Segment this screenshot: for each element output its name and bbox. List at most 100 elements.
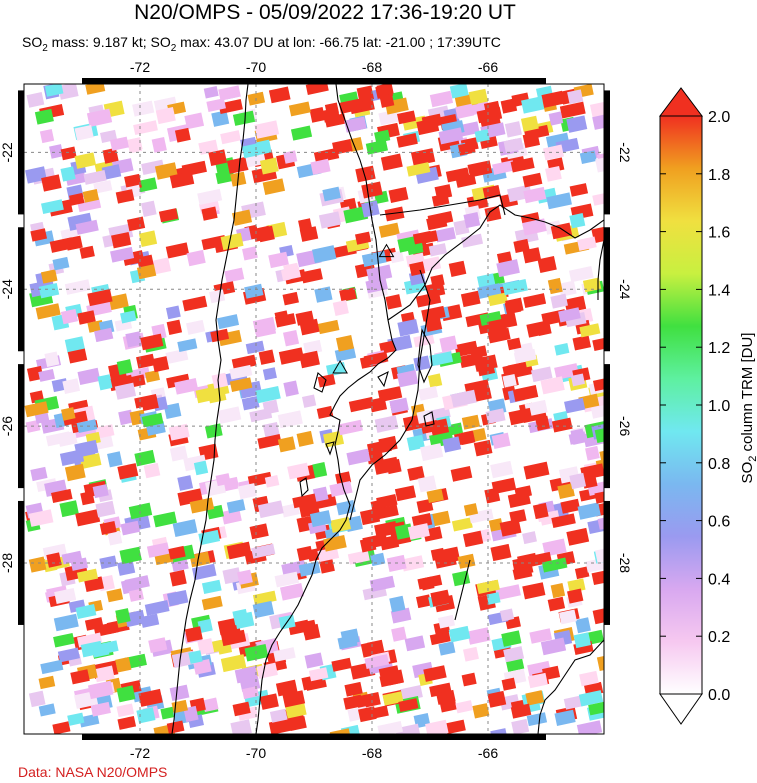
so2-pixel bbox=[106, 588, 124, 603]
so2-pixel bbox=[521, 96, 546, 114]
lon-tick-label-top: -72 bbox=[130, 59, 150, 75]
so2-pixel bbox=[64, 336, 86, 354]
colorbar-min-arrow bbox=[659, 693, 703, 725]
axis-bar-left bbox=[18, 227, 24, 352]
so2-pixel bbox=[317, 373, 336, 388]
so2-pixel bbox=[163, 402, 182, 419]
so2-pixel bbox=[529, 628, 553, 644]
so2-pixel bbox=[245, 340, 265, 355]
so2-pixel bbox=[513, 348, 537, 364]
so2-pixel bbox=[570, 373, 585, 387]
so2-pixel bbox=[114, 382, 137, 400]
so2-pixel bbox=[379, 93, 395, 108]
so2-pixel bbox=[492, 160, 515, 175]
so2-pixel bbox=[378, 435, 398, 453]
so2-pixel bbox=[174, 127, 191, 143]
so2-pixel bbox=[220, 629, 247, 647]
so2-pixel bbox=[61, 407, 76, 421]
so2-pixel bbox=[579, 323, 601, 338]
so2-pixel bbox=[511, 718, 530, 734]
so2-pixel bbox=[298, 218, 313, 231]
so2-pixel bbox=[241, 143, 259, 159]
so2-pixel bbox=[67, 712, 85, 726]
so2-pixel bbox=[429, 631, 451, 646]
so2-pixel bbox=[283, 380, 299, 397]
so2-pixel bbox=[346, 448, 371, 466]
so2-pixel bbox=[300, 268, 323, 284]
so2-pixel bbox=[38, 368, 55, 382]
so2-pixel bbox=[592, 335, 604, 352]
so2-pixel bbox=[140, 200, 157, 217]
so2-pixel bbox=[254, 323, 277, 338]
so2-pixel bbox=[208, 149, 228, 167]
so2-pixel bbox=[545, 165, 562, 182]
so2-pixel bbox=[144, 370, 160, 383]
so2-pixel bbox=[560, 498, 581, 514]
so2-pixel bbox=[282, 291, 299, 306]
so2-pixel bbox=[229, 364, 253, 380]
so2-pixel bbox=[76, 568, 99, 583]
so2-pixel bbox=[421, 305, 446, 322]
so2-pixel bbox=[522, 132, 541, 148]
so2-pixel bbox=[425, 281, 446, 298]
so2-pixel bbox=[268, 86, 291, 104]
so2-pixel bbox=[115, 608, 131, 624]
colorbar-tick-label: 2.0 bbox=[708, 109, 730, 126]
so2-pixel bbox=[462, 646, 479, 662]
so2-pixel bbox=[594, 490, 604, 504]
so2-pixel bbox=[140, 333, 164, 351]
so2-pixel bbox=[232, 701, 251, 717]
so2-pixel bbox=[53, 613, 79, 632]
data-credit: Data: NASA N20/OMPS bbox=[18, 764, 168, 780]
so2-pixel bbox=[373, 456, 400, 475]
so2-pixel bbox=[504, 300, 522, 315]
so2-pixel bbox=[503, 137, 524, 153]
so2-pixel bbox=[154, 162, 178, 180]
so2-pixel bbox=[79, 245, 95, 259]
so2-pixel bbox=[143, 462, 161, 479]
colorbar: 0.0 0.2 0.4 0.6 0.8 1.0 1.2 1.4 1.6 1.8 2.0 bbox=[659, 87, 730, 725]
so2-pixel bbox=[57, 84, 79, 100]
so2-pixel bbox=[259, 693, 279, 710]
so2-pixel bbox=[262, 421, 280, 439]
so2-pixel bbox=[579, 670, 599, 687]
so2-pixel bbox=[314, 286, 333, 303]
so2-pixel bbox=[344, 116, 367, 133]
so2-pixel bbox=[211, 372, 229, 389]
so2-pixel bbox=[510, 157, 535, 173]
so2-pixel bbox=[69, 192, 85, 206]
so2-pixel bbox=[508, 407, 533, 426]
so2-pixel bbox=[558, 609, 577, 625]
so2-pixel bbox=[310, 158, 331, 175]
so2-pixel bbox=[385, 294, 402, 310]
so2-pixel bbox=[448, 260, 467, 277]
so2-pixel bbox=[522, 582, 546, 600]
lat-tick-label-right: -28 bbox=[617, 553, 633, 573]
so2-pixel bbox=[551, 513, 576, 528]
so2-pixel bbox=[198, 139, 219, 155]
so2-pixel bbox=[377, 386, 403, 403]
so2-pixel bbox=[90, 701, 111, 717]
so2-pixel bbox=[192, 563, 217, 581]
colorbar-tick-label: 0.8 bbox=[708, 456, 730, 473]
so2-pixel bbox=[201, 595, 223, 611]
so2-pixel bbox=[53, 632, 75, 648]
so2-pixel bbox=[355, 231, 372, 245]
argentina-bolivia-border bbox=[387, 204, 604, 321]
lon-tick-label-bottom: -66 bbox=[478, 745, 498, 761]
so2-pixel bbox=[503, 646, 525, 663]
so2-pixel bbox=[567, 588, 584, 604]
so2-pixel bbox=[388, 186, 409, 203]
so2-pixel bbox=[97, 374, 113, 391]
chile-coastline bbox=[171, 84, 249, 734]
so2-pixel bbox=[124, 609, 146, 628]
so2-pixel bbox=[572, 335, 592, 351]
so2-pixel bbox=[115, 656, 132, 673]
so2-pixel bbox=[329, 728, 351, 734]
so2-pixel bbox=[484, 205, 502, 222]
so2-pixel bbox=[407, 465, 425, 481]
so2-pixel bbox=[127, 216, 146, 232]
so2-pixel bbox=[83, 170, 107, 185]
so2-pixel bbox=[541, 90, 565, 108]
so2-pixel bbox=[429, 418, 450, 436]
